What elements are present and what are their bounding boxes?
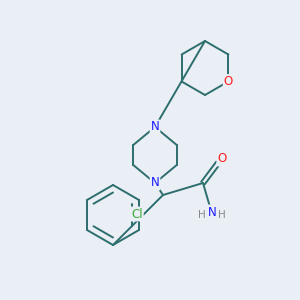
Text: O: O: [224, 75, 233, 88]
Text: N: N: [151, 176, 159, 190]
Text: H: H: [218, 210, 226, 220]
Text: N: N: [208, 206, 216, 218]
Text: Cl: Cl: [131, 208, 143, 220]
Text: O: O: [218, 152, 226, 166]
Text: H: H: [198, 210, 206, 220]
Text: N: N: [151, 121, 159, 134]
